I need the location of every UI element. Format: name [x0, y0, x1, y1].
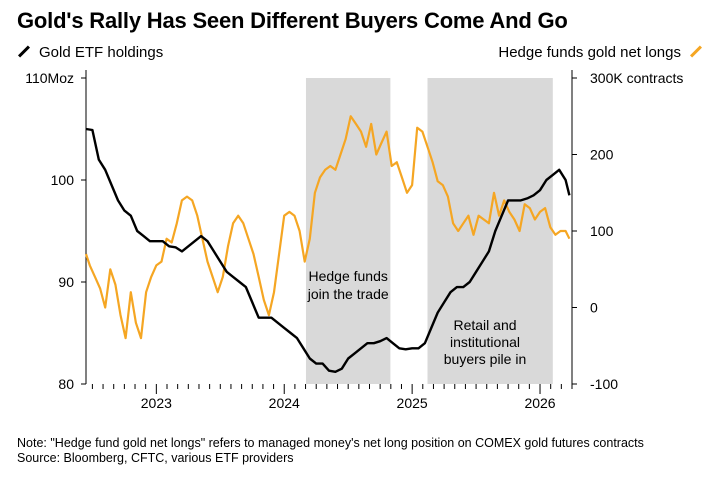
annotation-shade2: institutional [450, 334, 520, 350]
left-tick-label: 100 [51, 172, 75, 188]
right-tick-label: -100 [590, 376, 618, 392]
chart-title: Gold's Rally Has Seen Different Buyers C… [17, 8, 568, 33]
left-tick-label: 80 [58, 376, 74, 392]
shaded-period-2 [427, 78, 553, 384]
right-tick-label: 0 [590, 300, 598, 316]
legend-hedge: Hedge funds gold net longs [498, 44, 703, 61]
x-tick-label: 2023 [141, 395, 172, 411]
right-tick-label: 100 [590, 223, 614, 239]
annotation-shade1: join the trade [307, 286, 389, 302]
series-line-etf [85, 127, 571, 373]
legend-hedge-label: Hedge funds gold net longs [498, 44, 681, 61]
left-tick-label: 110Moz [25, 70, 74, 86]
x-tick-label: 2026 [524, 395, 555, 411]
note-text: Note: "Hedge fund gold net longs" refers… [17, 436, 644, 450]
annotation-shade2: buyers pile in [444, 351, 527, 367]
right-tick-label: 300K contracts [590, 70, 683, 86]
left-tick-label: 90 [58, 274, 74, 290]
annotation-shade1: Hedge funds [308, 268, 387, 284]
annotation-shade2: Retail and [453, 317, 516, 333]
legend-etf-label: Gold ETF holdings [39, 44, 164, 61]
x-tick-label: 2025 [397, 395, 428, 411]
x-tick-label: 2024 [269, 395, 300, 411]
legend-etf: Gold ETF holdings [17, 44, 163, 61]
source-text: Source: Bloomberg, CFTC, various ETF pro… [17, 451, 294, 465]
chart-note: Note: "Hedge fund gold net longs" refers… [17, 436, 707, 466]
right-tick-label: 200 [590, 147, 614, 163]
